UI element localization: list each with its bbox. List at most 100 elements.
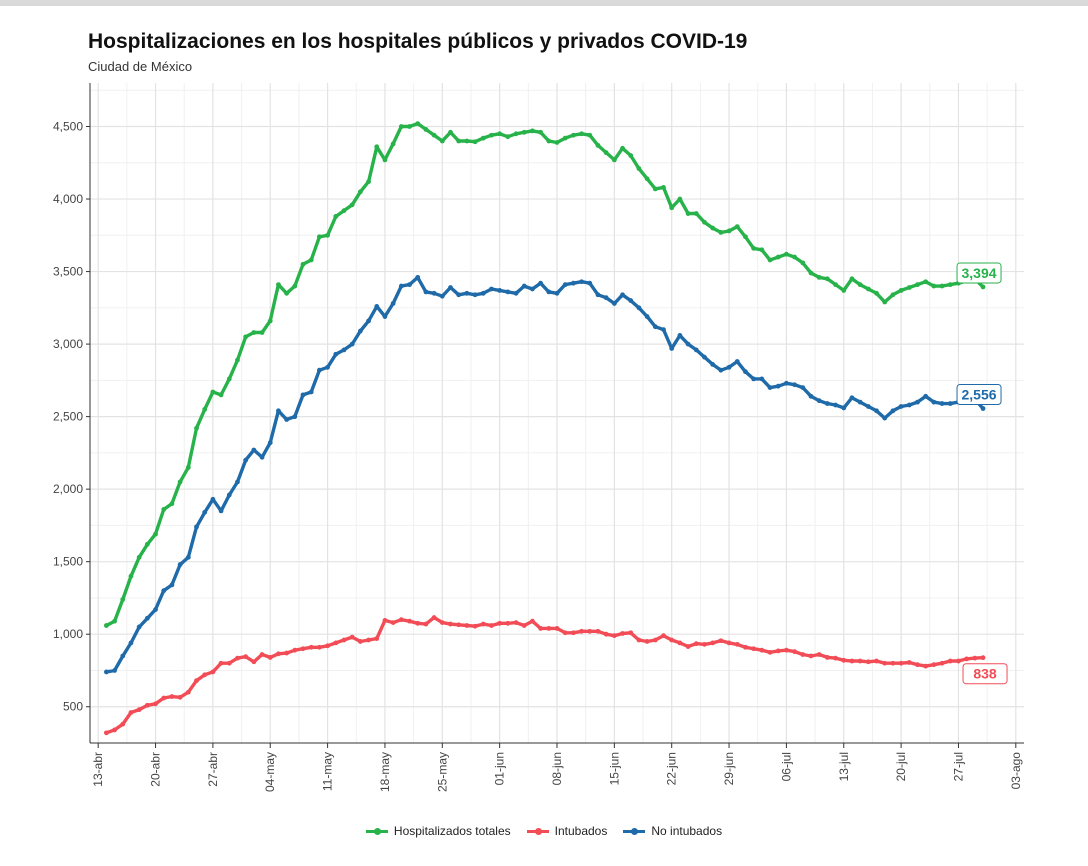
data-point [906, 660, 912, 665]
data-point [710, 225, 716, 231]
data-point [169, 501, 175, 507]
data-point [423, 621, 429, 627]
data-point [415, 274, 421, 280]
x-tick-label: 18-may [378, 752, 392, 792]
data-point [751, 646, 757, 652]
data-point [849, 276, 855, 282]
x-tick-label: 13-abr [91, 752, 105, 787]
data-point [333, 351, 339, 357]
data-point [103, 730, 109, 736]
data-point [685, 211, 691, 216]
end-label: 838 [973, 666, 997, 682]
x-tick-label: 08-jun [550, 752, 564, 785]
data-point [464, 290, 470, 296]
data-point [226, 376, 232, 382]
data-point [898, 404, 904, 409]
data-point [865, 286, 871, 292]
data-point [480, 290, 486, 296]
data-point [349, 634, 355, 640]
data-point [292, 414, 298, 420]
data-point [308, 644, 314, 650]
data-point [669, 205, 675, 211]
data-point [292, 647, 298, 653]
data-point [243, 334, 249, 340]
data-point [472, 623, 478, 629]
data-point [620, 145, 625, 151]
data-point [497, 620, 503, 626]
data-point [824, 401, 830, 406]
legend-label: No intubados [651, 824, 723, 838]
data-point [128, 573, 134, 579]
data-point [579, 131, 584, 137]
data-point [833, 402, 838, 408]
data-point [202, 406, 208, 412]
data-point [972, 655, 978, 661]
data-point [882, 415, 888, 421]
data-point [333, 640, 339, 646]
data-point [775, 648, 781, 654]
data-point [595, 142, 601, 148]
data-point [423, 289, 429, 295]
legend-item: No intubados [623, 824, 722, 838]
data-point [366, 179, 371, 185]
data-point [202, 509, 208, 515]
data-point [833, 282, 838, 288]
data-point [505, 620, 511, 626]
data-point [775, 254, 781, 260]
data-point [120, 653, 126, 659]
data-point [317, 367, 322, 373]
data-point [530, 618, 535, 624]
data-point [890, 292, 896, 298]
data-point [546, 138, 552, 144]
data-point [751, 376, 757, 382]
data-point [718, 230, 724, 235]
data-point [939, 401, 945, 406]
data-point [317, 234, 322, 240]
data-point [177, 479, 183, 485]
data-point [685, 341, 691, 347]
data-point [194, 678, 199, 684]
data-point [767, 385, 773, 391]
data-point [562, 630, 568, 636]
legend-item: Hospitalizados totales [365, 824, 511, 838]
data-point [218, 508, 224, 514]
legend-item: Intubados [526, 824, 607, 838]
x-tick-label: 11-may [321, 752, 335, 791]
data-point [898, 660, 904, 666]
data-point [882, 660, 888, 666]
data-point [407, 282, 412, 288]
data-point [693, 641, 699, 647]
data-point [595, 628, 601, 634]
data-point [382, 157, 388, 163]
data-point [513, 131, 519, 137]
data-point [882, 299, 888, 305]
data-point [431, 132, 437, 138]
data-point [620, 631, 625, 636]
x-tick-label: 29-jun [722, 752, 736, 785]
data-point [415, 620, 421, 626]
data-point [923, 663, 929, 669]
data-point [857, 399, 863, 405]
x-tick-label: 27-abr [206, 752, 220, 787]
legend-swatch [365, 827, 388, 835]
data-point [734, 641, 740, 647]
data-point [235, 655, 240, 661]
data-point [144, 541, 150, 547]
data-point [103, 669, 109, 675]
end-label: 3,394 [962, 265, 997, 281]
data-point [865, 404, 871, 409]
data-point [620, 292, 625, 298]
data-point [341, 637, 347, 643]
data-point [767, 257, 773, 263]
x-tick-label: 06-jul [779, 752, 793, 781]
data-point [349, 202, 355, 208]
data-point [931, 662, 937, 668]
data-point [530, 128, 535, 134]
top-bar [0, 0, 1088, 6]
data-point [185, 554, 191, 560]
data-point [652, 186, 658, 192]
data-point [202, 672, 208, 678]
data-point [652, 637, 658, 643]
data-point [480, 621, 486, 627]
data-point [300, 392, 306, 398]
